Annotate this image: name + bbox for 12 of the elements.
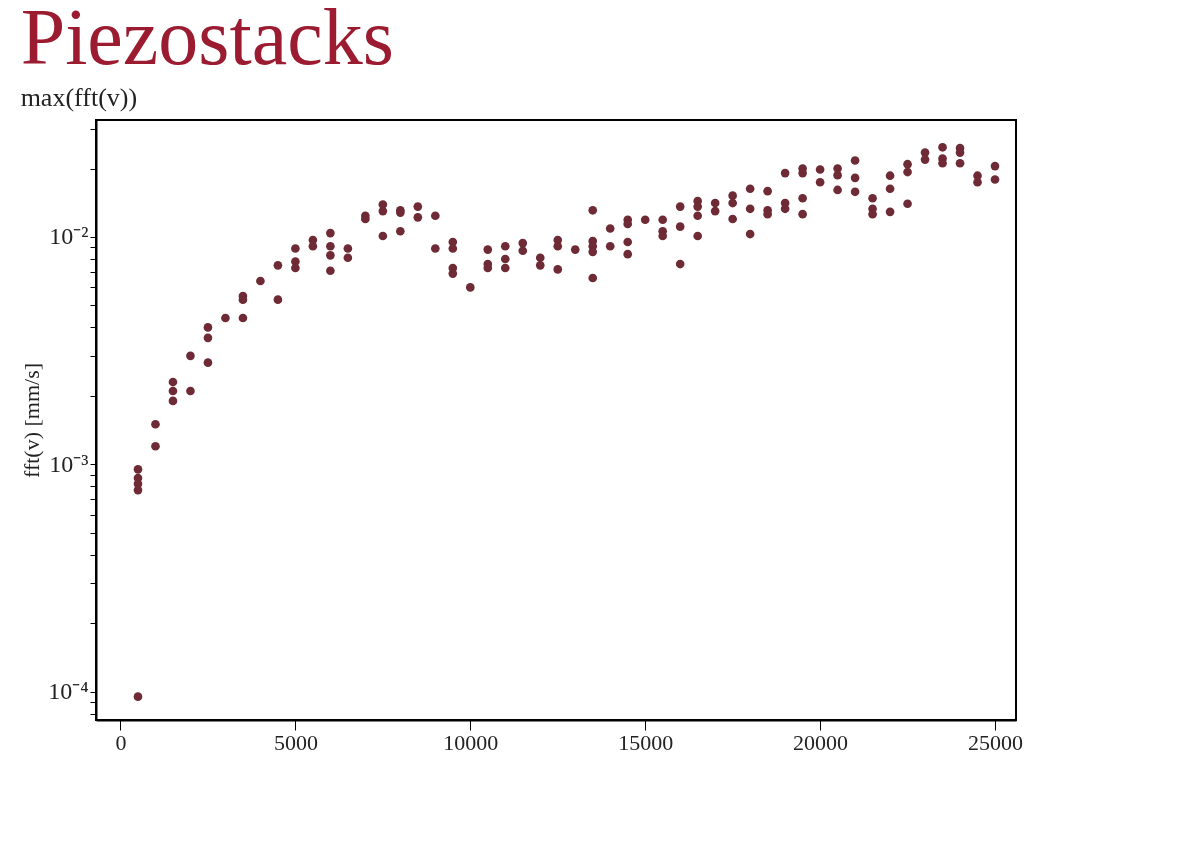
chart-subtitle: max(fft(v)) bbox=[20, 83, 138, 112]
chart-title: Piezostacks bbox=[20, 0, 394, 81]
x-tick-label: 20000 bbox=[793, 729, 849, 755]
y-axis-title: fft(v) [mm/s] bbox=[19, 362, 45, 479]
x-tick-label: 5000 bbox=[273, 729, 318, 755]
y-tick-label: 10⁻³ bbox=[49, 450, 89, 477]
x-tick-label: 10000 bbox=[443, 729, 499, 755]
y-tick-label: 10⁻² bbox=[49, 223, 89, 250]
x-tick-label: 25000 bbox=[968, 729, 1024, 755]
x-tick-label: 15000 bbox=[618, 729, 674, 755]
x-tick-label: 0 bbox=[115, 729, 127, 755]
y-tick-label: 10⁻⁴ bbox=[48, 678, 89, 705]
